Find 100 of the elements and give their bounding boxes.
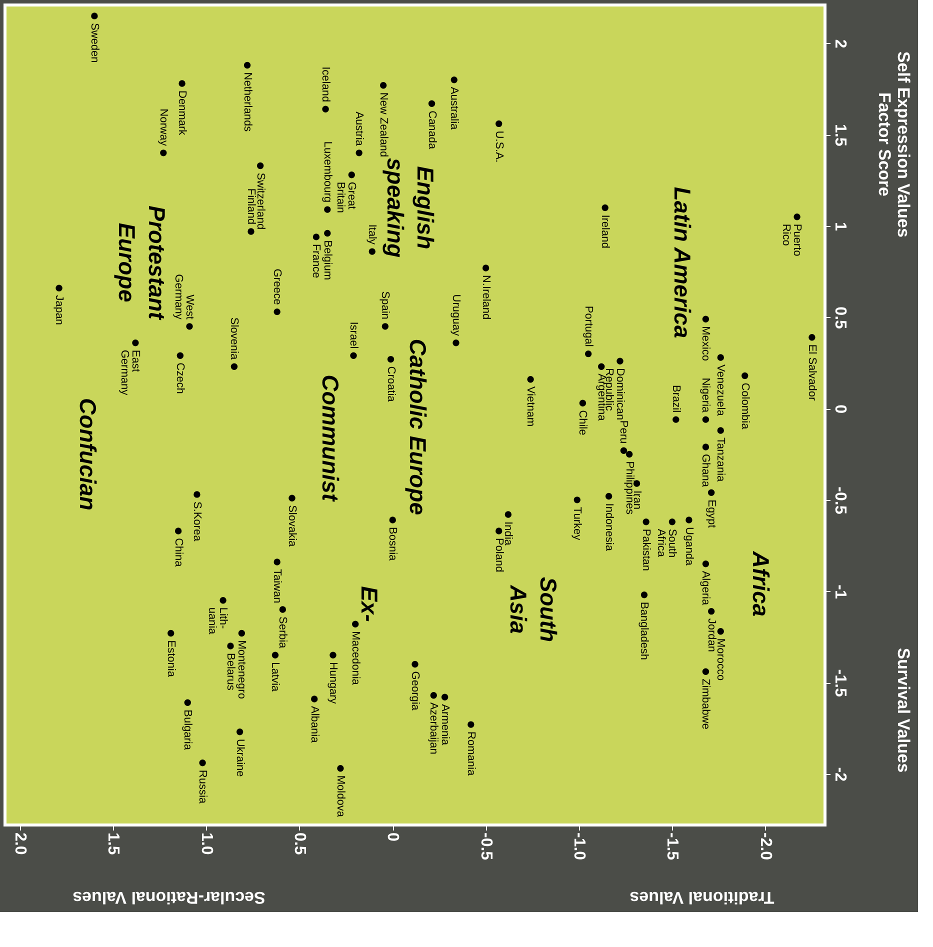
- annotation: Jordan: [705, 618, 718, 652]
- annotation: Puerto Rico: [780, 224, 804, 256]
- annotation: Ex-: [356, 586, 382, 622]
- y-tick-label: 0.5: [832, 306, 848, 330]
- annotation: Vietnam: [524, 386, 537, 427]
- annotation: Romania: [464, 732, 477, 776]
- annotation: Belarus: [224, 653, 236, 691]
- annotation: Pakistan: [640, 528, 652, 572]
- annotation: Armenia: [438, 704, 451, 746]
- annotation: Great Britain: [334, 182, 358, 214]
- annotation: Sweden: [88, 22, 100, 63]
- x-tick-label: -1.0: [570, 832, 588, 860]
- annotation: Catholic Europe: [404, 338, 431, 516]
- annotation: Ghana: [700, 454, 712, 488]
- x-tick-label: 1.0: [198, 832, 215, 855]
- annotation: Bulgaria: [182, 710, 194, 751]
- y-tick-label: -0.5: [832, 486, 848, 514]
- annotation: Iceland: [320, 66, 332, 102]
- annotation: Spain: [379, 291, 392, 320]
- annotation: Morocco: [714, 638, 727, 681]
- annotation: Serbia: [276, 616, 289, 650]
- annotation: East Germany: [118, 350, 142, 396]
- annotation: Peru: [618, 420, 630, 444]
- annotation: Azerbaijan: [428, 702, 440, 754]
- annotation: Taiwan: [271, 569, 284, 604]
- annotation: France: [310, 244, 322, 278]
- annotation: Slovakia: [286, 505, 298, 548]
- annotation: Luxembourg: [321, 141, 334, 203]
- annotation: Czech: [174, 362, 186, 394]
- annotation: Italy: [366, 224, 378, 246]
- annotation: Ukraine: [234, 738, 246, 777]
- x-tick-label: -0.5: [477, 832, 494, 860]
- annotation: Japan: [53, 295, 66, 326]
- text: Traditional Values: [630, 888, 774, 907]
- annotation: U.S.A.: [492, 130, 505, 163]
- annotation: Croatia: [384, 366, 397, 403]
- annotation: Estonia: [164, 640, 177, 678]
- annotation: Norway: [157, 108, 170, 146]
- annotation: Nigeria: [700, 378, 712, 414]
- annotation: El Salvador: [806, 344, 818, 401]
- annotation: Netherlands: [241, 72, 254, 132]
- annotation: Mexico: [700, 326, 712, 361]
- text: Secular-Rational Values: [72, 888, 266, 907]
- annotation: Greece: [271, 268, 284, 305]
- annotation: Turkey: [571, 506, 584, 541]
- annotation: China: [172, 538, 184, 568]
- annotation: Communist: [317, 374, 344, 502]
- annotation: Confucian: [75, 398, 101, 510]
- annotation: Venezuela: [714, 364, 727, 417]
- x-tick-label: 2.0: [11, 832, 28, 855]
- x-tick-label: 0: [384, 832, 402, 842]
- annotation: Colombia: [738, 382, 751, 430]
- annotation: India: [502, 522, 514, 546]
- x-tick-label: -2.0: [756, 832, 774, 860]
- annotation: Uruguay: [450, 294, 462, 336]
- annotation: Moldova: [334, 775, 346, 818]
- annotation: Africa: [748, 550, 774, 617]
- annotation: Ireland: [599, 214, 612, 248]
- annotation: Israel: [348, 322, 360, 349]
- x-tick-label: -1.5: [664, 832, 681, 860]
- annotation: Hungary: [327, 662, 339, 704]
- text: Survival Values: [894, 648, 913, 773]
- y-tick-label: -1: [832, 584, 848, 599]
- annotation: N.Ireland: [480, 274, 492, 320]
- annotation: S.Korea: [190, 501, 203, 542]
- annotation: Albania: [308, 706, 320, 744]
- annotation: English speaking: [382, 158, 438, 258]
- annotation: South Asia: [505, 576, 562, 642]
- annotation: Denmark: [176, 90, 188, 136]
- y-tick-label: 1.5: [832, 124, 848, 146]
- annotation: Chile: [576, 410, 589, 436]
- annotation: Protestant Europe: [114, 206, 170, 321]
- annotation: Poland: [492, 538, 505, 572]
- annotation: Australia: [448, 86, 460, 131]
- annotation: Canada: [426, 110, 438, 150]
- annotation: Indonesia: [602, 503, 615, 552]
- annotation: Philippines: [623, 461, 636, 515]
- y-tick-label: 0: [832, 404, 848, 414]
- annotation: Portugal: [582, 306, 594, 347]
- annotation: Algeria: [700, 570, 712, 606]
- annotation: Latvia: [269, 662, 282, 692]
- x-tick-label: 0.5: [290, 832, 308, 855]
- y-tick-label: -1.5: [832, 669, 848, 697]
- annotation: Zimbabwe: [700, 678, 712, 730]
- annotation: Lith- uania: [206, 607, 230, 636]
- annotation: Egypt: [705, 500, 718, 528]
- annotation: West Germany: [172, 274, 196, 320]
- annotation: Uganda: [682, 527, 695, 566]
- text: Self Expression Values Factor Score: [875, 51, 913, 238]
- annotation: South Africa: [655, 528, 678, 558]
- annotation: Latin America: [670, 186, 696, 338]
- annotation: Russia: [196, 770, 209, 804]
- annotation: Macedonia: [349, 631, 362, 686]
- y-tick-label: -2: [832, 767, 848, 782]
- annotation: Tanzania: [714, 438, 727, 482]
- y-tick-label: 2: [832, 39, 848, 48]
- annotation: Finland: [245, 188, 257, 224]
- annotation: Montenegro: [236, 640, 248, 699]
- annotation: Austria: [353, 112, 366, 147]
- annotation: Belgium: [321, 240, 334, 280]
